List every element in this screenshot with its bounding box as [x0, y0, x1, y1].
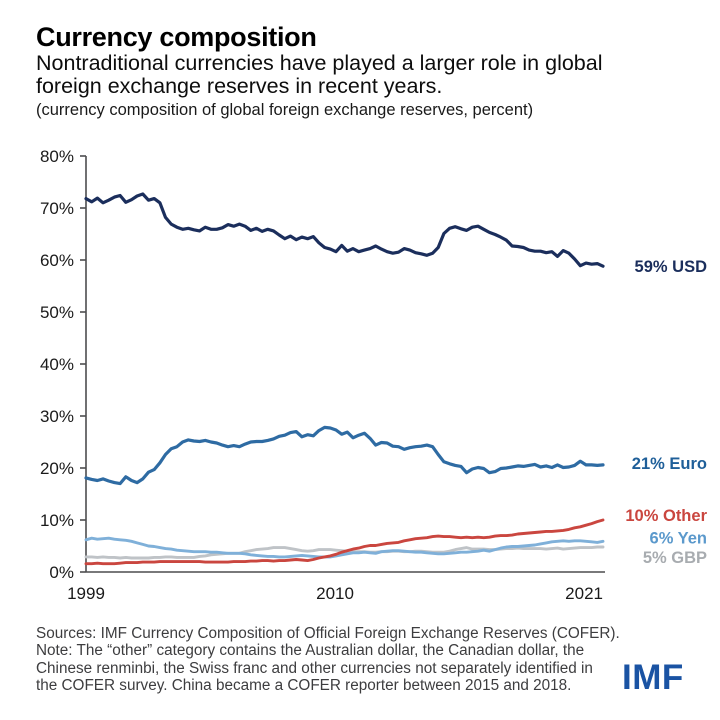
- x-tick-label: 2010: [316, 584, 354, 603]
- y-tick-label: 30%: [40, 407, 74, 426]
- source-line-1: Sources: IMF Currency Composition of Off…: [36, 625, 620, 642]
- series-label-usd: 59% USD: [635, 258, 708, 276]
- x-tick-label: 2021: [565, 584, 603, 603]
- page-title: Currency composition: [36, 22, 317, 52]
- source-line-4: the COFER survey. China became a COFER r…: [36, 676, 572, 694]
- y-tick-label: 70%: [40, 199, 74, 218]
- series-label-euro: 21% Euro: [632, 455, 707, 473]
- y-tick-label: 0%: [49, 563, 74, 582]
- y-tick-label: 40%: [40, 355, 74, 374]
- y-tick-label: 60%: [40, 251, 74, 270]
- series-line-euro: [84, 425, 605, 486]
- y-tick-label: 50%: [40, 303, 74, 322]
- chart-unit-note: (currency composition of global foreign …: [36, 101, 534, 119]
- subtitle-line-1: Nontraditional currencies have played a …: [36, 51, 603, 75]
- source-note: Sources: IMF Currency Composition of Off…: [36, 625, 620, 694]
- x-tick-label: 1999: [67, 584, 105, 603]
- subtitle-line-2: foreign exchange reserves in recent year…: [36, 74, 443, 98]
- series-line-usd: [84, 192, 605, 268]
- imf-logo: IMF: [622, 658, 684, 697]
- source-line-3: Chinese renminbi, the Swiss franc and ot…: [36, 659, 593, 677]
- series-line-other: [84, 518, 605, 566]
- series-label-gbp: 5% GBP: [643, 549, 707, 567]
- series-line-yen: [84, 536, 605, 559]
- y-tick-label: 10%: [40, 511, 74, 530]
- source-line-2: Note: The “other” category contains the …: [36, 642, 585, 660]
- series-label-yen: 6% Yen: [650, 529, 707, 547]
- y-tick-label: 20%: [40, 459, 74, 478]
- series-label-other: 10% Other: [625, 507, 707, 525]
- chart-subtitle: Nontraditional currencies have played a …: [36, 52, 603, 98]
- y-tick-label: 80%: [40, 147, 74, 166]
